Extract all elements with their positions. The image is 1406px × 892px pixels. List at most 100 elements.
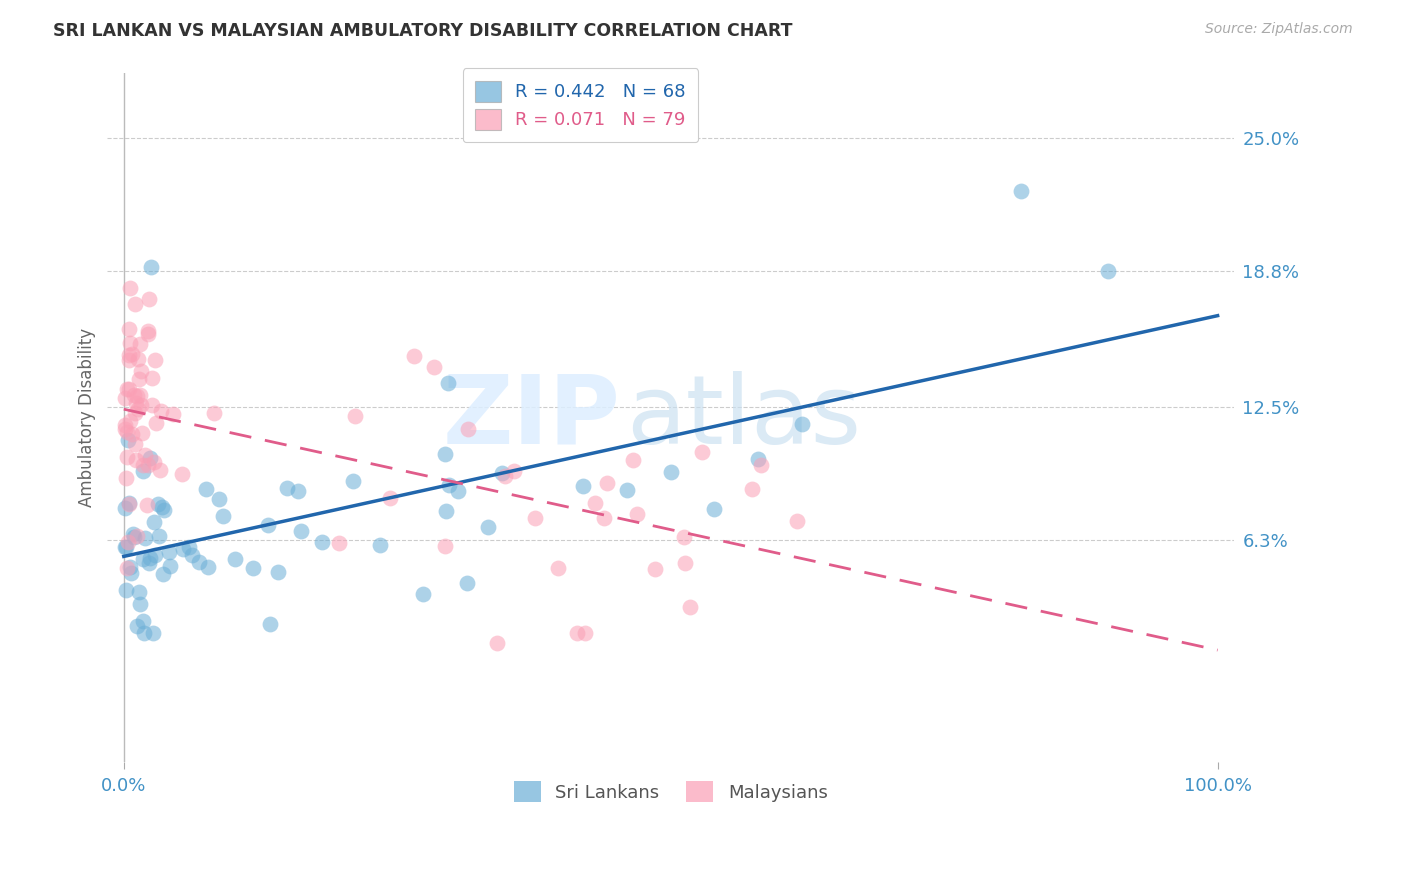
Point (122, 388, 145, 402)
Point (679, 599, 702, 614)
Point (1010, 185, 1032, 199)
Point (494, 469, 516, 483)
Point (503, 464, 526, 478)
Point (131, 364, 153, 378)
Point (115, 540, 138, 554)
Point (114, 422, 136, 436)
Point (477, 519, 499, 533)
Point (547, 560, 569, 574)
Point (150, 500, 173, 514)
Point (485, 636, 508, 650)
Point (202, 407, 225, 421)
Point (616, 483, 638, 498)
Point (380, 491, 402, 505)
Point (673, 556, 696, 570)
Point (437, 478, 460, 492)
Point (124, 297, 146, 311)
Point (132, 464, 155, 478)
Point (114, 471, 136, 485)
Point (118, 382, 141, 396)
Point (257, 517, 280, 532)
Point (208, 492, 231, 507)
Point (434, 539, 457, 553)
Point (141, 371, 163, 385)
Point (128, 585, 150, 599)
Point (790, 417, 813, 431)
Point (276, 481, 298, 495)
Point (117, 433, 139, 447)
Point (596, 476, 619, 491)
Point (659, 465, 682, 479)
Point (188, 555, 211, 569)
Point (491, 466, 513, 480)
Point (267, 565, 290, 579)
Point (368, 538, 391, 552)
Point (159, 558, 181, 573)
Point (115, 382, 138, 396)
Point (136, 324, 159, 338)
Point (179, 541, 201, 555)
Point (153, 503, 176, 517)
Point (142, 454, 165, 468)
Point (132, 614, 155, 628)
Point (152, 566, 174, 581)
Point (139, 451, 162, 466)
Point (118, 560, 141, 574)
Point (114, 418, 136, 433)
Legend: Sri Lankans, Malaysians: Sri Lankans, Malaysians (501, 769, 841, 814)
Point (574, 625, 596, 640)
Point (749, 458, 772, 472)
Point (132, 458, 155, 473)
Point (422, 360, 444, 375)
Point (118, 496, 141, 510)
Point (456, 576, 478, 591)
Point (195, 483, 218, 497)
Point (118, 322, 141, 336)
Point (157, 545, 180, 559)
Point (127, 528, 149, 542)
Point (287, 484, 309, 499)
Point (138, 556, 160, 570)
Point (124, 406, 146, 420)
Point (127, 389, 149, 403)
Point (690, 445, 713, 459)
Point (117, 497, 139, 511)
Point (162, 407, 184, 421)
Point (259, 617, 281, 632)
Point (583, 496, 606, 510)
Point (434, 504, 457, 518)
Point (136, 458, 159, 472)
Point (125, 396, 148, 410)
Point (592, 511, 614, 525)
Point (121, 427, 143, 442)
Point (114, 541, 136, 555)
Point (122, 526, 145, 541)
Text: Source: ZipAtlas.com: Source: ZipAtlas.com (1205, 22, 1353, 37)
Text: ZIP: ZIP (441, 371, 620, 464)
Point (143, 515, 166, 529)
Point (120, 414, 142, 428)
Point (129, 336, 152, 351)
Point (128, 597, 150, 611)
Point (457, 422, 479, 436)
Point (644, 562, 666, 576)
Point (197, 559, 219, 574)
Point (623, 453, 645, 467)
Point (626, 507, 648, 521)
Point (127, 352, 149, 367)
Point (181, 548, 204, 562)
Point (118, 336, 141, 351)
Point (120, 281, 142, 295)
Text: SRI LANKAN VS MALAYSIAN AMBULATORY DISABILITY CORRELATION CHART: SRI LANKAN VS MALAYSIAN AMBULATORY DISAB… (53, 22, 793, 40)
Point (120, 566, 142, 581)
Point (572, 479, 595, 493)
Point (290, 524, 312, 538)
Point (747, 452, 769, 467)
Point (127, 402, 149, 417)
Point (129, 387, 152, 401)
Point (148, 528, 170, 542)
Point (114, 500, 136, 515)
Point (141, 398, 163, 412)
Point (138, 292, 160, 306)
Point (117, 534, 139, 549)
